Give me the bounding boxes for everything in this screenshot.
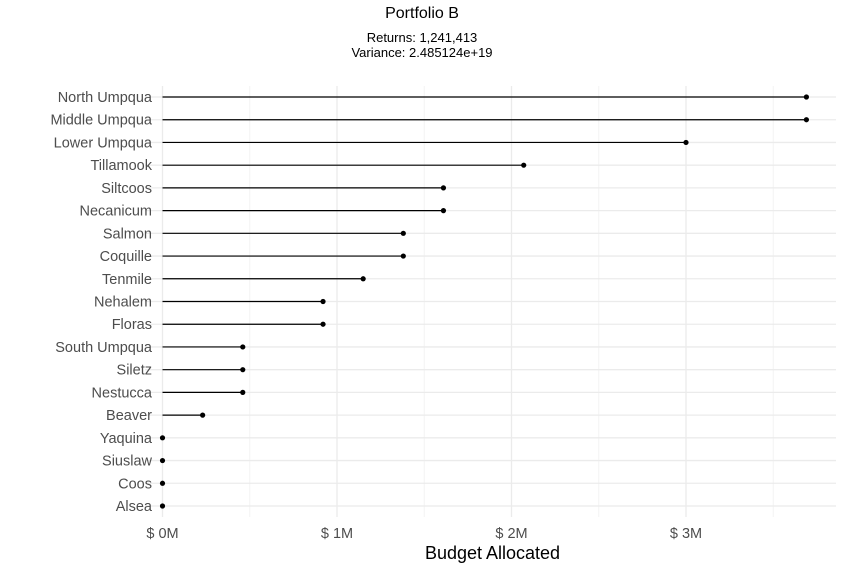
x-tick-label: $ 2M [495,526,527,542]
x-axis-title: Budget Allocated [425,543,560,563]
chart-title: Portfolio B [385,5,459,22]
data-point [159,457,166,464]
data-point [683,139,689,146]
y-tick-label: Siuslaw [102,454,152,470]
data-point [803,117,810,123]
x-tick-label: $ 3M [670,526,702,542]
chart-subtitle-variance: Variance: 2.485124e+19 [351,45,493,60]
data-point [440,208,447,214]
y-tick-label: South Umpqua [55,340,153,356]
data-point [360,276,366,282]
y-tick-label: Middle Umpqua [50,113,152,129]
y-tick-label: Siletz [117,363,152,379]
y-tick-label: Beaver [106,408,152,424]
y-tick-label: Nehalem [94,295,152,311]
data-point [440,185,447,191]
y-tick-label: Alsea [116,499,153,515]
data-point [200,412,206,418]
data-point [320,298,326,305]
data-point [320,321,326,327]
y-tick-label: Nestucca [92,385,153,401]
y-tick-label: Tenmile [102,272,152,288]
x-tick-label: $ 1M [321,526,353,542]
data-point [159,435,166,441]
x-tick-label: $ 0M [146,526,178,542]
chart-subtitle-returns: Returns: 1,241,413 [366,30,478,45]
y-tick-label: North Umpqua [58,90,153,106]
data-point [159,503,166,509]
y-tick-label: Salmon [103,226,152,242]
data-point [240,344,246,350]
y-tick-label: Tillamook [90,158,152,174]
y-tick-label: Floras [112,317,152,333]
y-tick-label: Coquille [100,249,152,265]
data-point [803,94,810,100]
data-point [521,162,527,168]
data-point [159,480,166,486]
y-tick-label: Siltcoos [101,181,152,197]
y-tick-label: Necanicum [79,204,152,220]
y-tick-label: Lower Umpqua [54,135,153,151]
y-tick-label: Coos [118,476,152,492]
data-point [400,230,406,236]
data-point [240,367,246,373]
data-point [400,253,406,259]
y-tick-label: Yaquina [100,431,153,447]
data-point [240,389,246,395]
